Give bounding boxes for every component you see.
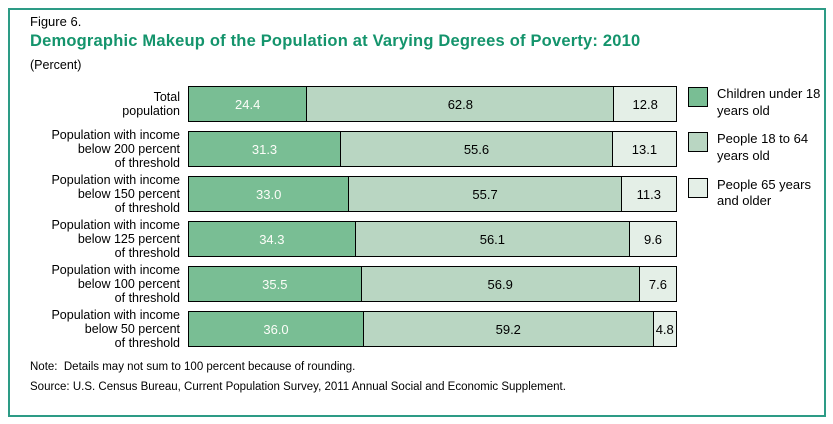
bar-value-label: 33.0: [256, 186, 282, 202]
legend-swatch: [688, 177, 708, 198]
bar-segment: 34.3: [188, 221, 356, 257]
legend-item: Children under 18 years old: [688, 86, 832, 119]
source-text: Source: U.S. Census Bureau, Current Popu…: [30, 381, 566, 394]
bar-segment: 55.6: [341, 131, 613, 167]
bar-value-label: 56.9: [487, 276, 513, 292]
category-label: Population with income below 150 percent…: [51, 172, 180, 216]
bar-track: 31.3 55.6 13.1: [188, 131, 677, 167]
bar-value-label: 56.1: [479, 231, 506, 247]
bar-segment: 12.8: [614, 86, 677, 122]
chart-row: Population with income below 125 percent…: [30, 218, 677, 260]
legend-label: Children under 18 years old: [717, 86, 821, 118]
legend-item: People 65 years and older: [688, 177, 832, 210]
bar-track: 34.3 56.1 9.6: [188, 221, 677, 257]
figure-header: Figure 6. Demographic Makeup of the Popu…: [30, 14, 640, 72]
bar-segment: 33.0: [188, 176, 350, 212]
bar-value-label: 55.6: [463, 141, 490, 157]
bar-value-label: 31.3: [251, 141, 278, 157]
bar-value-label: 35.5: [262, 276, 288, 292]
legend-swatch: [688, 132, 708, 153]
bar-chart: Total population 24.4 62.8 12.8 Population w…: [30, 86, 677, 356]
category-label: Population with income below 200 percent…: [51, 127, 180, 171]
bar-value-label: 11.3: [636, 186, 662, 202]
bar-segment: 35.5: [188, 266, 362, 302]
bar-segment: 4.8: [653, 311, 677, 347]
bar-segment: 59.2: [364, 311, 654, 347]
category-label: Total population: [122, 89, 180, 118]
bar-value-label: 9.6: [643, 231, 663, 247]
bar-value-label: 4.8: [655, 321, 674, 337]
bar-segment: 56.1: [355, 221, 631, 257]
bar-value-label: 13.1: [631, 141, 658, 157]
bar-segment: 55.7: [349, 176, 622, 212]
legend-item: People 18 to 64 years old: [688, 131, 832, 164]
chart-row: Population with income below 100 percent…: [30, 263, 677, 305]
bar-segment: 62.8: [307, 86, 615, 122]
legend-label: People 18 to 64 years old: [717, 131, 809, 163]
bar-segment: 56.9: [361, 266, 640, 302]
bar-value-label: 36.0: [263, 321, 289, 337]
bar-value-label: 59.2: [495, 321, 521, 337]
chart-legend: Children under 18 years old People 18 to …: [688, 86, 832, 222]
bar-value-label: 7.6: [648, 276, 667, 292]
chart-row: Population with income below 150 percent…: [30, 173, 677, 215]
figure-number: Figure 6.: [30, 14, 82, 29]
bar-segment: 13.1: [612, 131, 677, 167]
bar-segment: 24.4: [188, 86, 308, 122]
bar-track: 24.4 62.8 12.8: [188, 86, 677, 122]
figure-title: Demographic Makeup of the Population at …: [30, 32, 641, 50]
category-label: Population with income below 100 percent…: [51, 262, 180, 306]
bar-track: 33.0 55.7 11.3: [188, 176, 677, 212]
legend-label: People 65 years and older: [717, 176, 811, 209]
bar-value-label: 24.4: [235, 96, 261, 112]
chart-row: Population with income below 50 percent …: [30, 308, 677, 350]
category-label: Population with income below 125 percent…: [51, 217, 180, 261]
bar-segment: 7.6: [639, 266, 677, 302]
category-label: Population with income below 50 percent …: [51, 307, 180, 351]
chart-row: Population with income below 200 percent…: [30, 128, 677, 170]
bar-value-label: 55.7: [472, 186, 498, 202]
figure-notes: Note: Details may not sum to 100 percent…: [30, 357, 566, 397]
bar-segment: 11.3: [621, 176, 677, 212]
bar-track: 35.5 56.9 7.6: [188, 266, 677, 302]
chart-row: Total population 24.4 62.8 12.8: [30, 86, 677, 122]
bar-segment: 9.6: [630, 221, 677, 257]
bar-value-label: 12.8: [632, 96, 658, 112]
bar-value-label: 62.8: [447, 96, 473, 112]
bar-value-label: 34.3: [259, 231, 285, 247]
bar-track: 36.0 59.2 4.8: [188, 311, 677, 347]
bar-segment: 31.3: [188, 131, 342, 167]
bar-segment: 36.0: [188, 311, 365, 347]
legend-swatch: [688, 87, 708, 107]
figure-unit: (Percent): [30, 58, 82, 72]
note-text: Note: Details may not sum to 100 percent…: [30, 361, 356, 373]
